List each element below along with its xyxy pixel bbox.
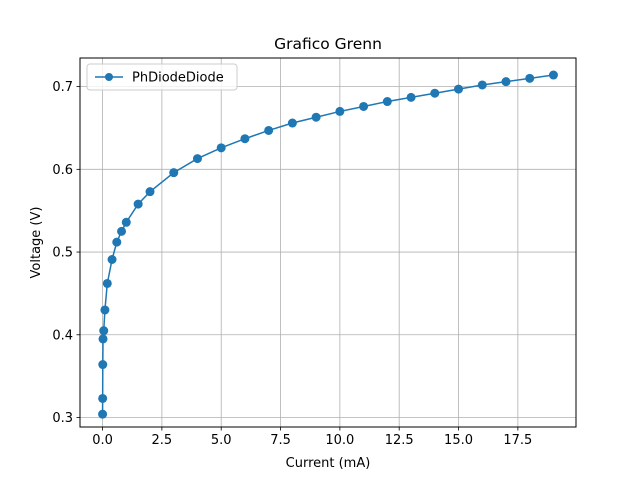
data-point — [192, 154, 202, 164]
x-tick-label: 15.0 — [444, 433, 473, 448]
data-point — [99, 326, 109, 336]
data-point — [406, 92, 416, 102]
data-point — [264, 125, 274, 135]
grid — [80, 58, 576, 427]
x-tick-label: 7.5 — [270, 433, 291, 448]
data-point — [335, 106, 345, 116]
data-point — [216, 143, 226, 153]
data-point — [169, 168, 179, 178]
x-tick-label: 17.5 — [503, 433, 532, 448]
y-tick-label: 0.5 — [52, 246, 73, 261]
axes-frame — [79, 57, 577, 428]
data-point — [311, 112, 321, 122]
data-point — [145, 187, 155, 197]
data-point — [133, 199, 143, 209]
x-tick-label: 0.0 — [92, 433, 113, 448]
data-point — [430, 88, 440, 98]
data-point — [287, 118, 297, 128]
x-tick-label: 10.0 — [325, 433, 354, 448]
x-tick-label: 5.0 — [211, 433, 232, 448]
y-tick-label: 0.4 — [52, 328, 73, 343]
data-point — [382, 97, 392, 107]
data-point — [240, 134, 250, 144]
legend-marker-swatch — [105, 73, 113, 81]
chart-title: Grafico Grenn — [274, 35, 382, 53]
data-point — [501, 77, 511, 87]
x-tick-label: 2.5 — [152, 433, 173, 448]
data-point — [525, 73, 535, 83]
x-axis-label: Current (mA) — [286, 456, 371, 471]
data-point — [548, 70, 558, 80]
ticks: 0.0 2.5 5.0 7.5 10.0 12.5 15.0 17.5 0.3 0.4 0.5 0.6… — [52, 80, 532, 448]
legend: PhDiodeDiode — [86, 63, 238, 91]
data-point — [98, 409, 108, 419]
data-point — [454, 84, 464, 94]
y-tick-label: 0.3 — [52, 411, 73, 426]
data-point — [359, 101, 369, 111]
y-tick-label: 0.7 — [52, 80, 73, 95]
data-point — [107, 254, 117, 264]
data-point — [98, 360, 108, 370]
series-layer — [98, 70, 558, 419]
data-point — [477, 80, 487, 90]
legend-box — [86, 63, 238, 91]
y-axis-label: Voltage (V) — [29, 207, 44, 279]
data-point — [98, 393, 108, 403]
data-point — [98, 334, 108, 344]
data-point — [117, 226, 127, 236]
data-point — [102, 278, 112, 288]
legend-label: PhDiodeDiode — [132, 71, 224, 86]
data-point — [112, 237, 122, 247]
data-point — [100, 305, 110, 315]
y-tick-label: 0.6 — [52, 163, 73, 178]
data-point — [121, 217, 131, 227]
x-tick-label: 12.5 — [385, 433, 414, 448]
